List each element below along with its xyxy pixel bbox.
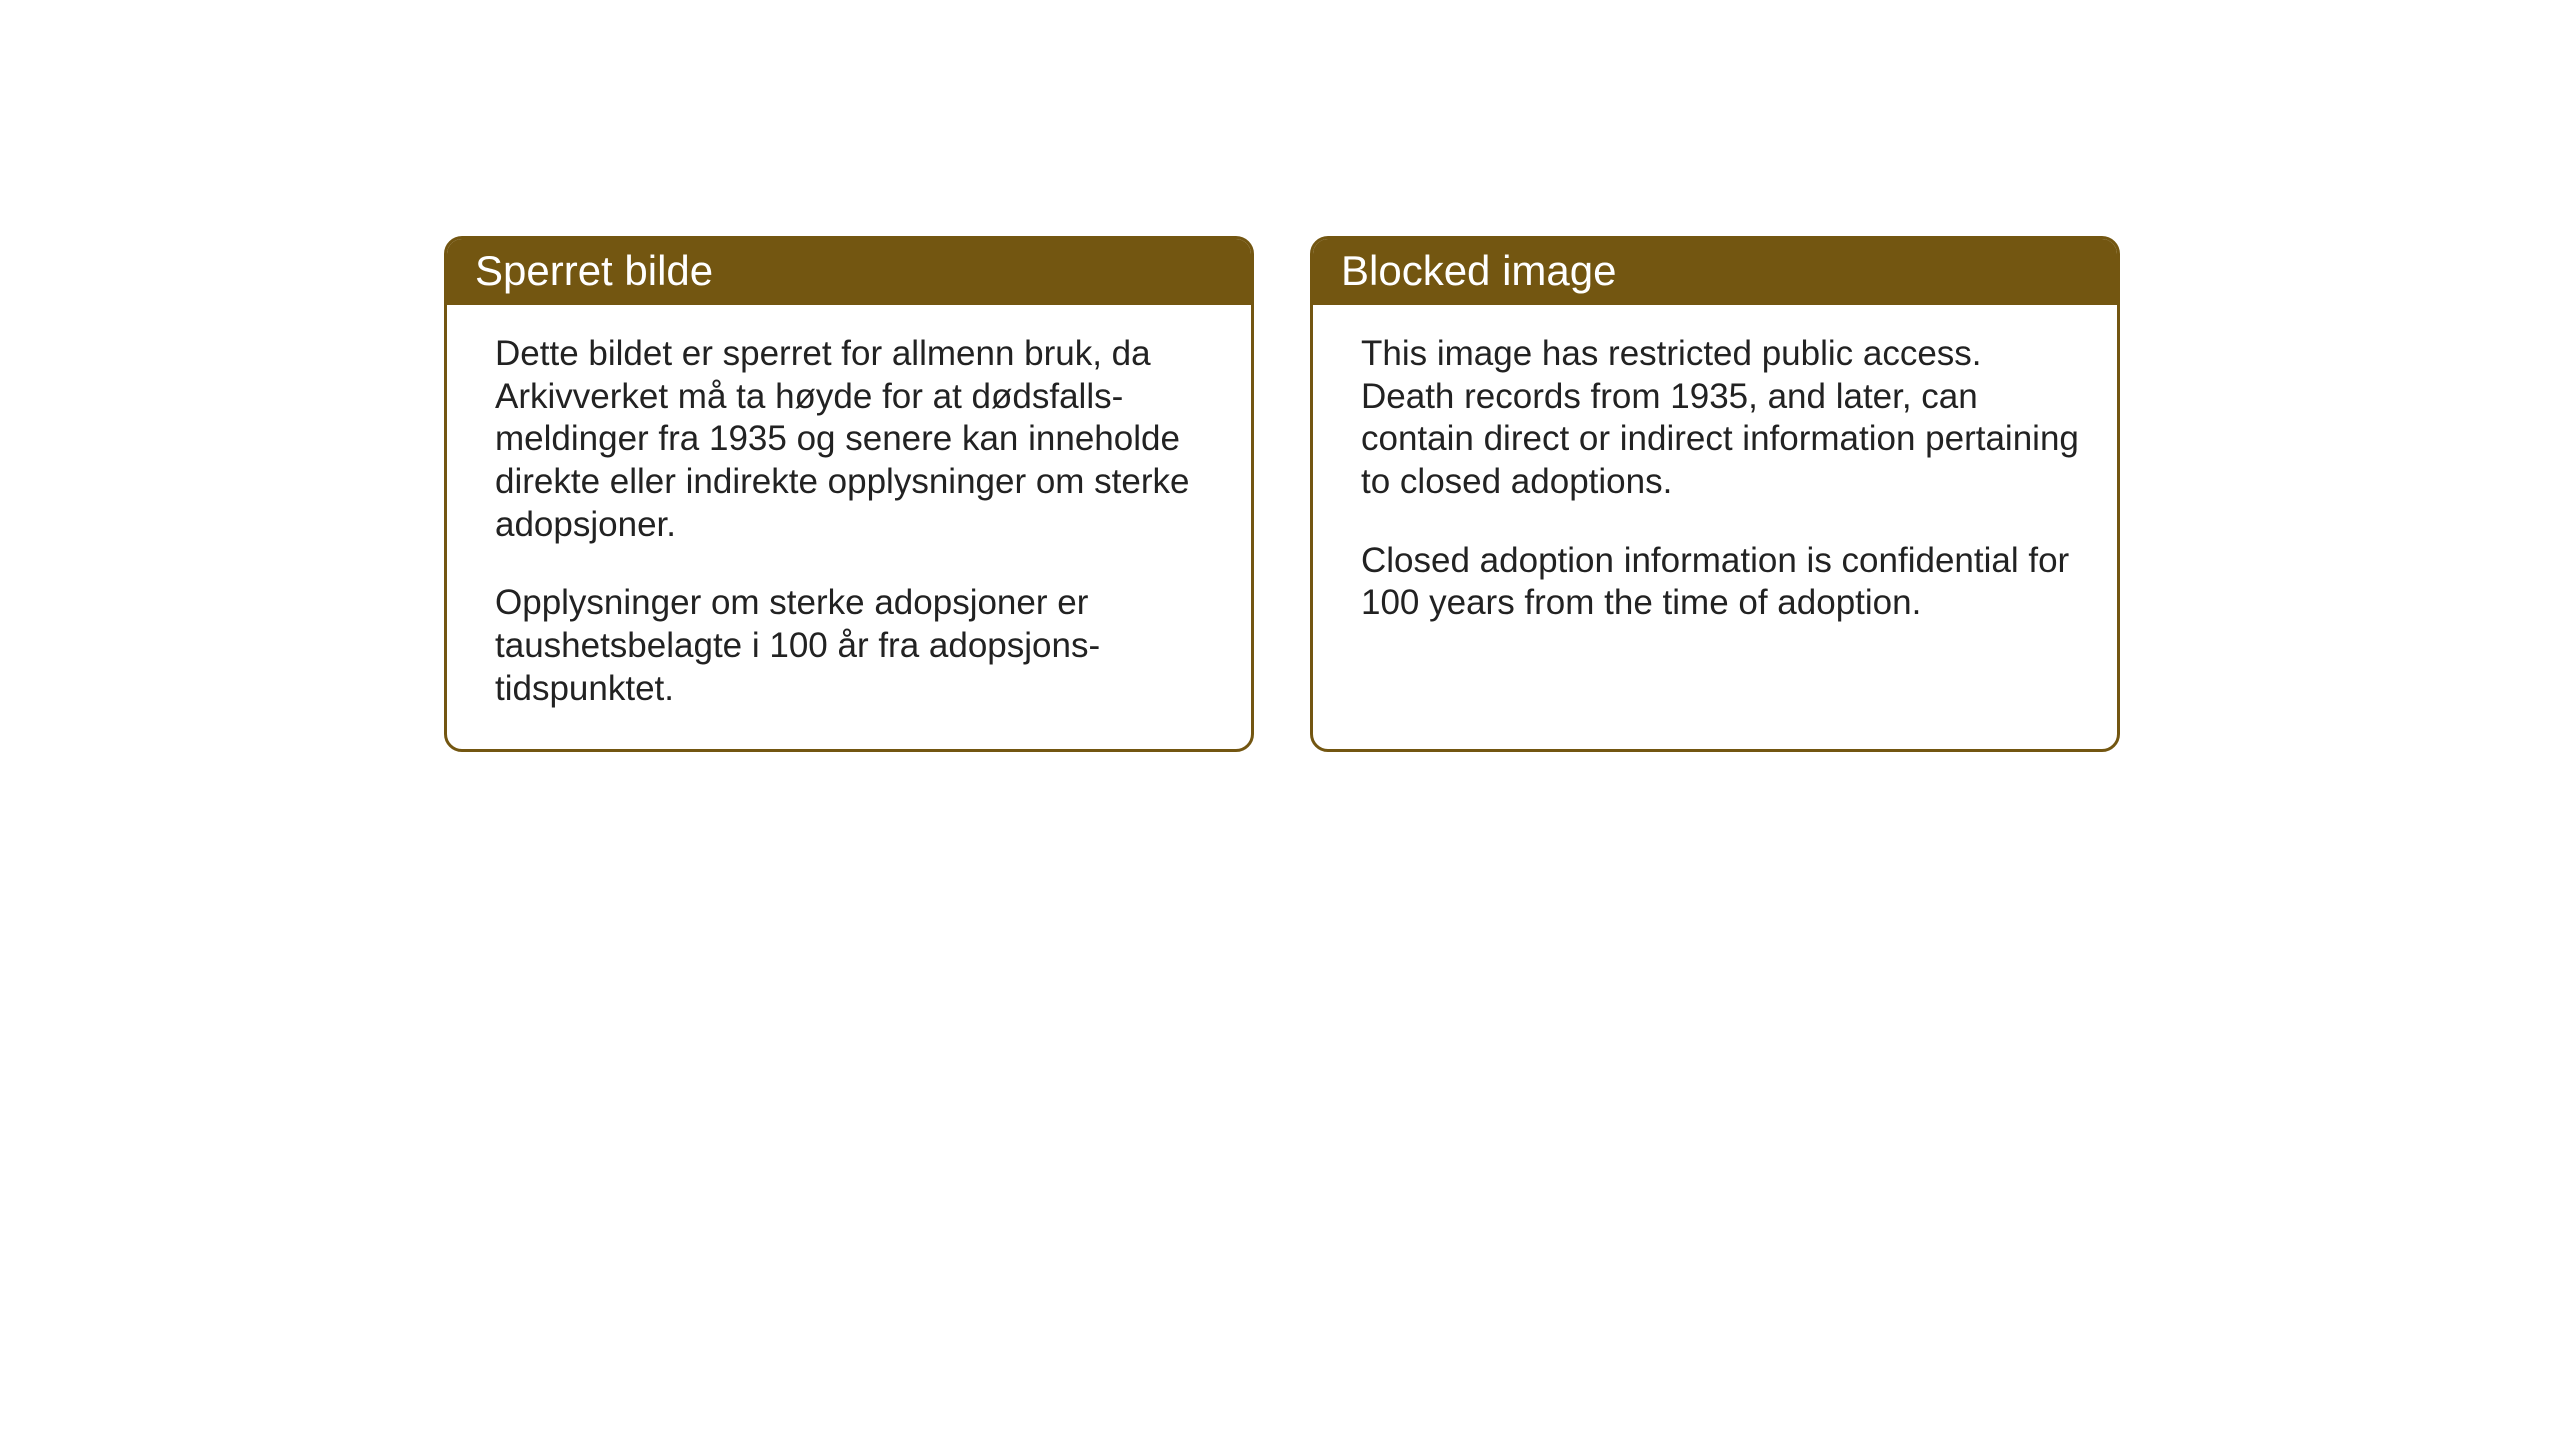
paragraph-norwegian-2: Opplysninger om sterke adopsjoner er tau… bbox=[495, 582, 1213, 710]
card-header-norwegian: Sperret bilde bbox=[447, 239, 1251, 305]
card-header-english: Blocked image bbox=[1313, 239, 2117, 305]
paragraph-norwegian-1: Dette bildet er sperret for allmenn bruk… bbox=[495, 333, 1213, 546]
paragraph-english-2: Closed adoption information is confident… bbox=[1361, 540, 2079, 625]
notice-card-english: Blocked image This image has restricted … bbox=[1310, 236, 2120, 752]
notice-card-norwegian: Sperret bilde Dette bildet er sperret fo… bbox=[444, 236, 1254, 752]
card-body-english: This image has restricted public access.… bbox=[1313, 305, 2117, 663]
card-body-norwegian: Dette bildet er sperret for allmenn bruk… bbox=[447, 305, 1251, 749]
notice-container: Sperret bilde Dette bildet er sperret fo… bbox=[444, 236, 2120, 752]
paragraph-english-1: This image has restricted public access.… bbox=[1361, 333, 2079, 504]
